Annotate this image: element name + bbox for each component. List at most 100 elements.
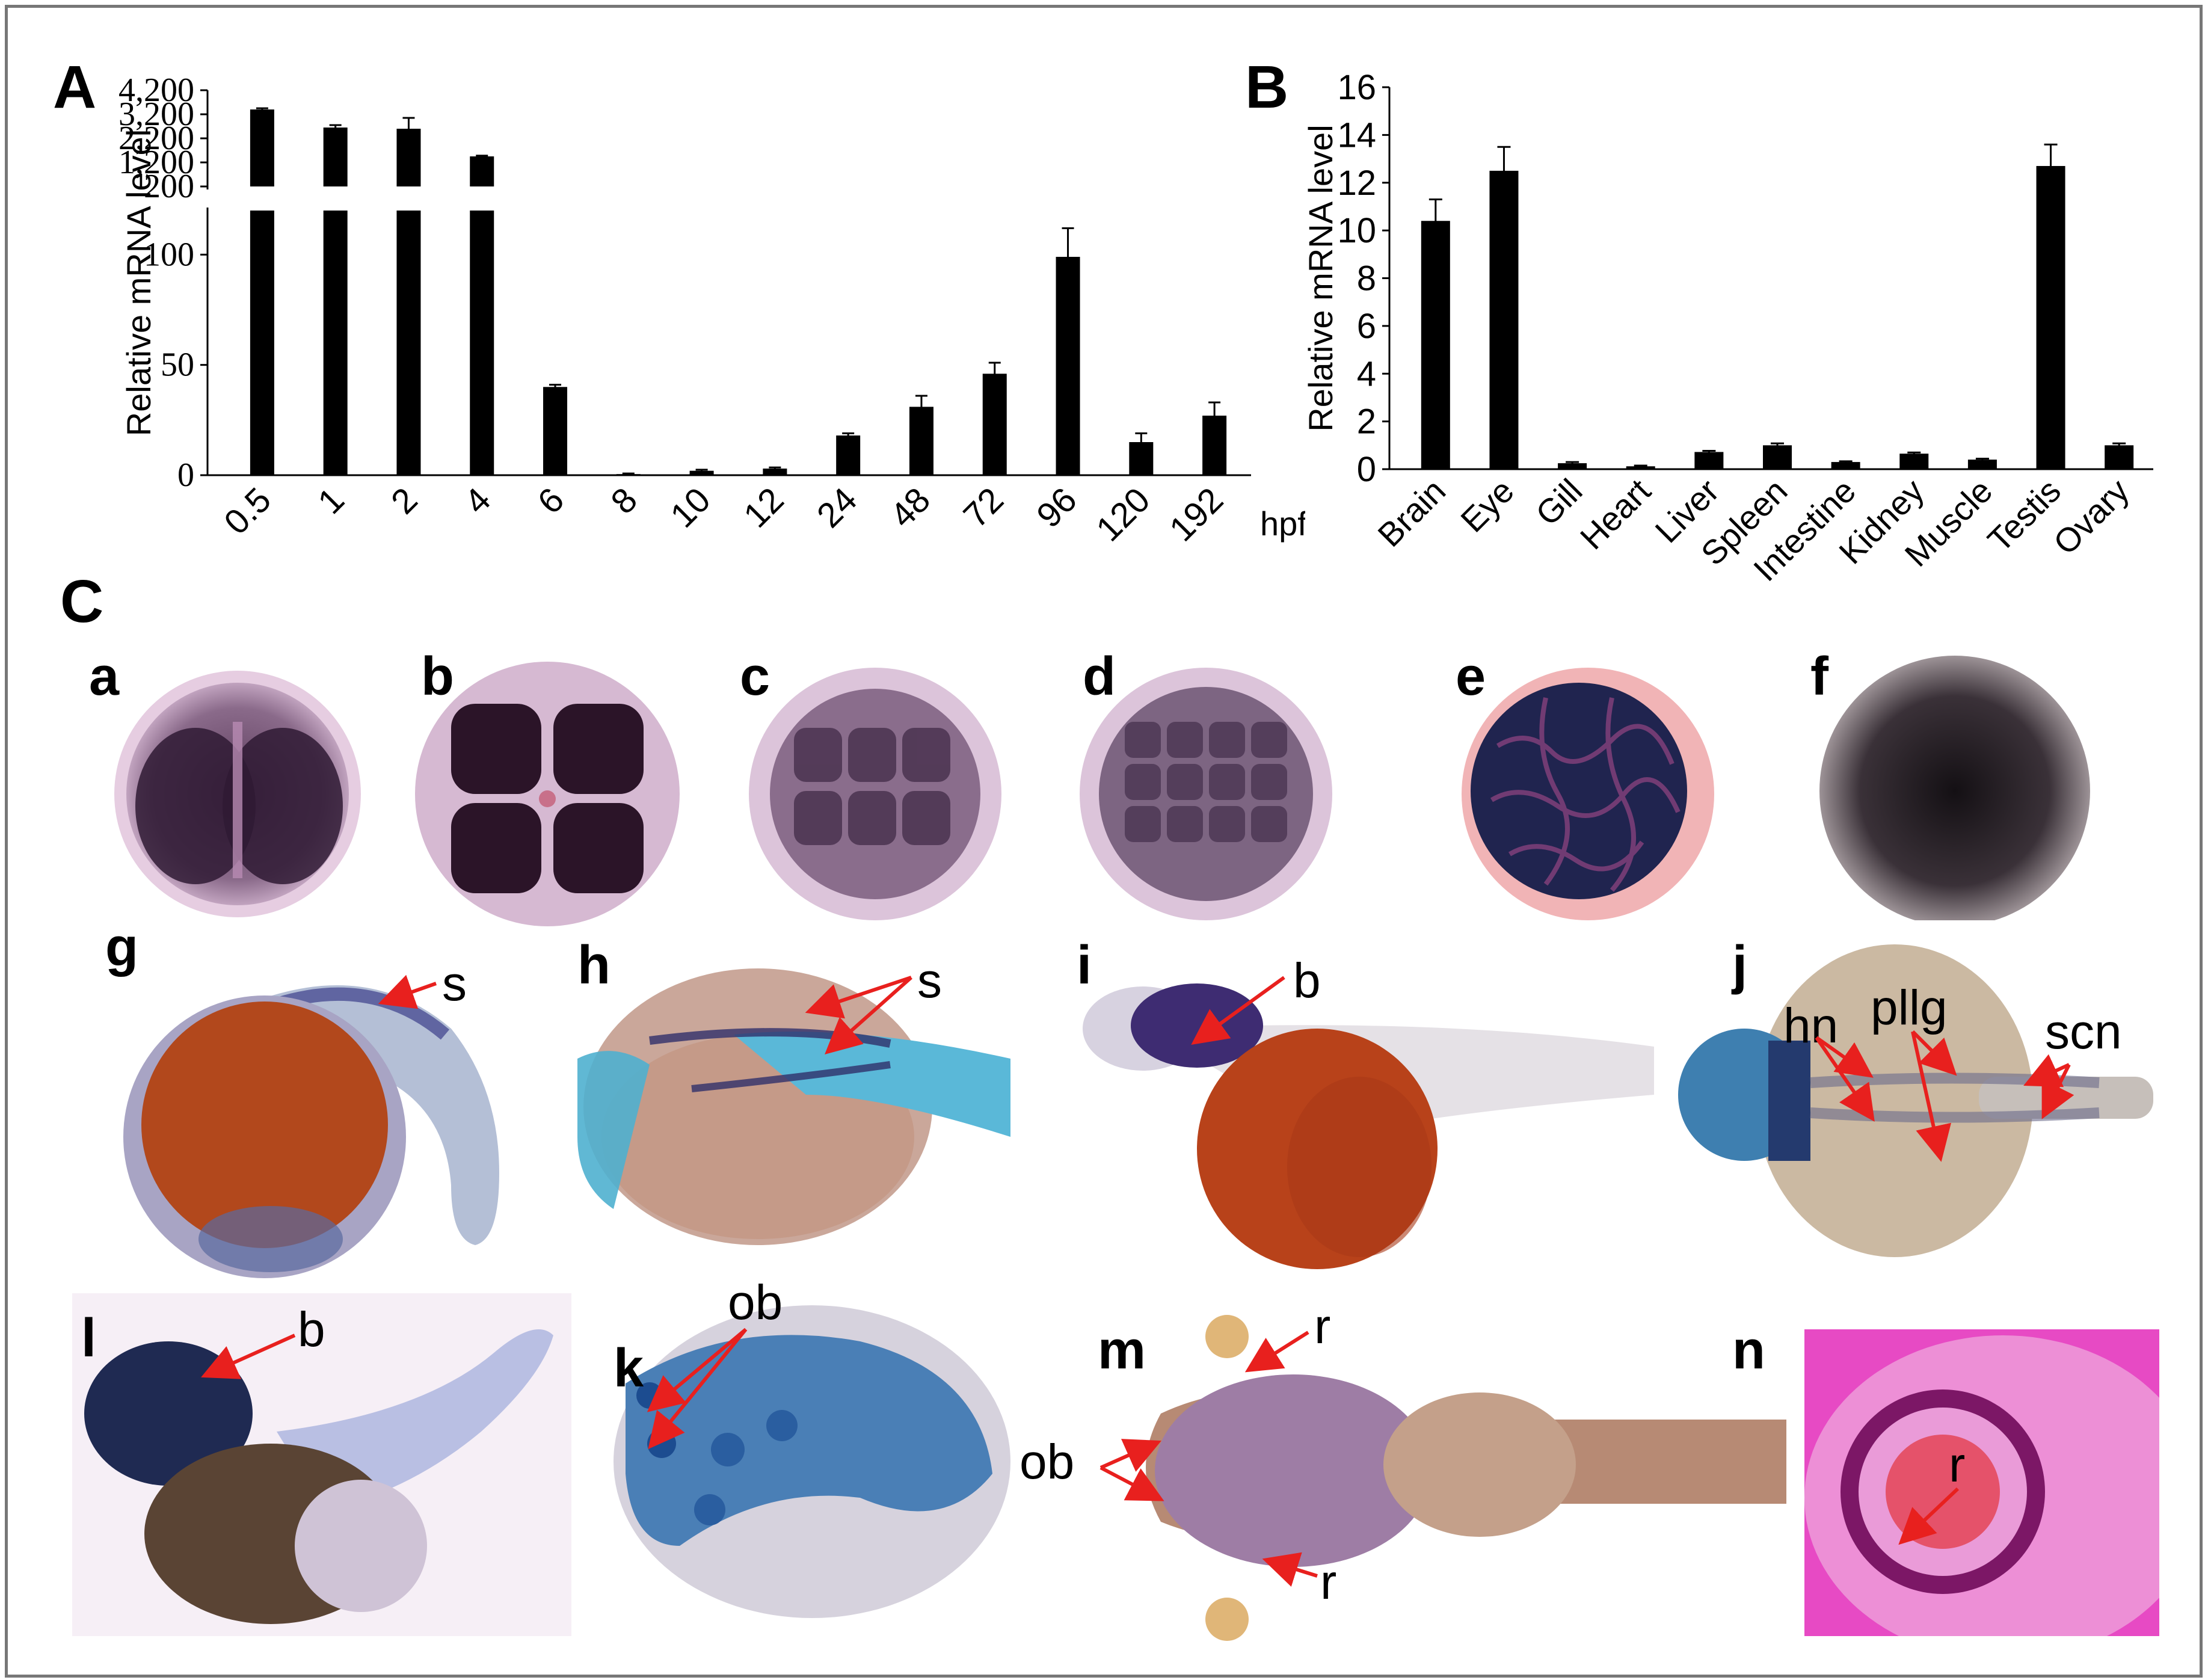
photo-e [1456, 662, 1720, 926]
y-tick-label: 12 [1337, 164, 1376, 203]
x-tick-label: 192 [1162, 480, 1231, 549]
bar [909, 407, 933, 475]
bar [1831, 462, 1860, 469]
annotation-r-m-bottom: r [1320, 1555, 1337, 1610]
y-tick-label: 10 [1337, 211, 1376, 250]
y-tick-label: 2,200 [118, 120, 194, 157]
bar [982, 374, 1007, 475]
x-tick-label: 6 [530, 480, 571, 522]
x-tick-label: 4 [457, 480, 499, 522]
bar [1763, 445, 1792, 469]
subpanel-label-l: l [81, 1308, 97, 1368]
x-tick-label: Ovary [2046, 472, 2136, 562]
y-tick-label: 0 [1357, 450, 1376, 489]
chart-b: 0 2 4 6 8 10 12 14 16 Relative mRNA level Brain Eye… [1302, 72, 2153, 588]
bar [1558, 463, 1587, 469]
y-tick-label: 6 [1357, 307, 1376, 346]
subpanel-label-d: d [1083, 647, 1116, 707]
y-tick-label: 2 [1357, 402, 1376, 442]
bar [1694, 452, 1724, 469]
x-tick-label: Brain [1370, 472, 1453, 554]
photo-n [1804, 1329, 2159, 1636]
x-tick-label: 96 [1029, 480, 1084, 535]
bar [1056, 257, 1080, 475]
x-tick-label: 72 [956, 480, 1011, 535]
y-tick-label: 4 [1357, 354, 1376, 393]
x-tick-label: 48 [883, 480, 938, 535]
bar [250, 109, 274, 186]
panel-label-b: B [1245, 54, 1289, 121]
panel-label-c: C [60, 568, 104, 635]
x-axis-label: hpf [1260, 505, 1305, 543]
y-axis-label: Relative mRNA level [1302, 125, 1339, 431]
annotation-r-m-top: r [1314, 1299, 1331, 1354]
x-tick-label: Testis [1980, 472, 2068, 559]
subpanel-label-h: h [577, 935, 610, 995]
bar [1899, 454, 1929, 469]
subpanel-label-f: f [1810, 647, 1828, 707]
annotation-ob-m: ob [1019, 1435, 1075, 1489]
photo-b [409, 650, 686, 938]
bar [689, 470, 714, 475]
x-tick-label: Heart [1573, 472, 1658, 557]
photo-f [1810, 650, 2099, 932]
y-tick-label: 3,200 [118, 96, 194, 133]
subpanel-label-a: a [89, 647, 120, 707]
y-tick-label: 16 [1337, 72, 1376, 107]
subpanel-label-j: j [1732, 935, 1748, 995]
x-tick-label: 10 [663, 480, 718, 535]
annotation-s-g: s [442, 956, 467, 1011]
y-tick-label: 200 [144, 168, 194, 205]
x-tick-label: Eye [1453, 472, 1521, 540]
y-tick-label: 8 [1357, 259, 1376, 298]
y-axis-label: Relative mRNA level [120, 129, 158, 436]
bar-lower-segment [396, 211, 421, 475]
annotation-scn-j: scn [2045, 1005, 2122, 1059]
annotation-r-n: r [1949, 1438, 1966, 1492]
bar [2105, 445, 2134, 469]
y-tick-label: 4,200 [118, 72, 194, 109]
figure-frame [5, 5, 2203, 1678]
y-tick-label: 100 [144, 236, 194, 273]
bar-lower-segment [323, 211, 348, 475]
annotation-ob-k: ob [728, 1275, 783, 1330]
x-tick-label: 2 [384, 480, 425, 522]
photo-k [607, 1293, 1016, 1630]
photo-d [1071, 656, 1341, 932]
subpanel-label-e: e [1456, 647, 1486, 707]
photo-l [72, 1293, 571, 1636]
subpanel-label-m: m [1098, 1320, 1146, 1380]
subpanel-label-k: k [614, 1338, 644, 1398]
x-tick-label: 0.5 [217, 480, 278, 542]
y-tick-label: 1,200 [118, 144, 194, 181]
photo-j [1678, 920, 2153, 1269]
bar-lower-segment [470, 211, 494, 475]
bar [470, 156, 494, 186]
annotation-pllg-j: pllg [1871, 980, 1948, 1035]
photo-a [105, 656, 370, 932]
subpanel-label-g: g [105, 917, 138, 977]
photo-c [740, 656, 1010, 932]
bar [1421, 221, 1450, 469]
bar [1967, 460, 1997, 469]
annotation-s-h: s [917, 953, 942, 1008]
bar-lower-segment [250, 211, 274, 475]
bar [1489, 170, 1519, 469]
annotation-b-i: b [1293, 953, 1321, 1008]
y-tick-label: 14 [1337, 115, 1376, 155]
x-tick-label: 12 [736, 480, 792, 535]
x-tick-label: 1 [310, 480, 352, 522]
photo-g [114, 956, 523, 1281]
annotation-hn-j: hn [1783, 998, 1839, 1053]
subpanel-label-c: c [740, 647, 770, 707]
photo-h [577, 956, 1010, 1245]
panel-label-a: A [53, 54, 97, 121]
subpanel-label-i: i [1077, 935, 1092, 995]
y-tick-label: 0 [177, 457, 194, 494]
subpanel-label-b: b [421, 647, 454, 707]
annotation-b-l: b [298, 1302, 325, 1357]
photo-i [1077, 956, 1666, 1269]
bar [836, 435, 861, 475]
